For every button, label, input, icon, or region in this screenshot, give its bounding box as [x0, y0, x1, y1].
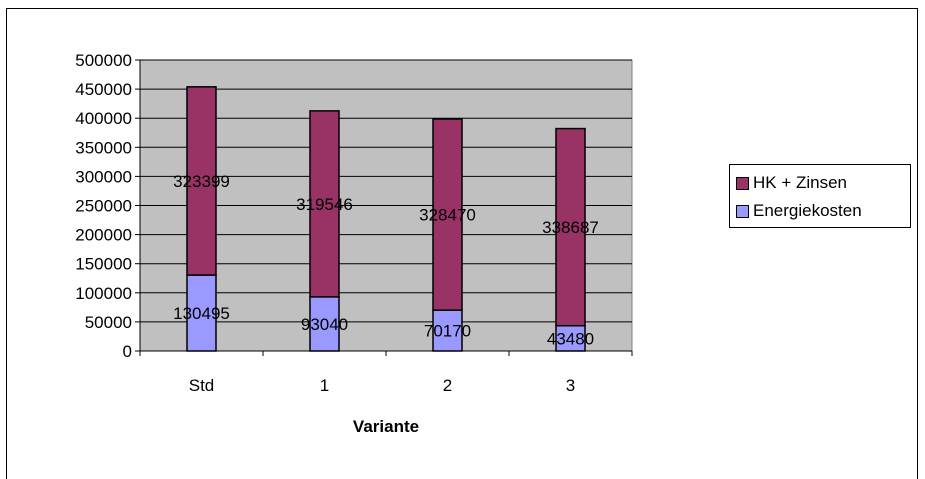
bar-segment-hk-zinsen [186, 86, 217, 276]
data-label: 43480 [547, 329, 594, 348]
y-tick-label: 250000 [75, 197, 132, 216]
data-label: 328470 [419, 206, 476, 225]
bars [186, 86, 586, 352]
bar-segment-hk-zinsen [432, 118, 463, 311]
data-label: 338687 [542, 218, 599, 237]
y-tick-label: 50000 [85, 313, 132, 332]
y-tick-label: 300000 [75, 167, 132, 186]
y-tick-label: 0 [123, 342, 132, 361]
bar-segment-energiekosten [309, 296, 340, 352]
y-tick-label: 400000 [75, 109, 132, 128]
data-label: 93040 [301, 315, 348, 334]
legend-item-hk-zinsen: HK + Zinsen [736, 173, 847, 193]
x-category-label: Std [189, 376, 215, 395]
bar-segment-energiekosten [432, 309, 463, 352]
legend-label-hk-zinsen: HK + Zinsen [753, 173, 848, 192]
y-tick-label: 500000 [75, 51, 132, 70]
data-labels: 130495 323399 93040 319546 70170 328470 43480 3… [173, 172, 599, 348]
x-category-label: 2 [443, 376, 452, 395]
legend-swatch-hk-zinsen [736, 176, 749, 190]
data-label: 70170 [424, 322, 471, 341]
bar-segment-hk-zinsen [309, 110, 340, 298]
data-label: 319546 [296, 195, 353, 214]
y-tick-label: 150000 [75, 255, 132, 274]
bar-segment-energiekosten [186, 274, 217, 352]
gridlines [140, 59, 632, 323]
x-category-label: 1 [320, 376, 329, 395]
legend-swatch-energiekosten [736, 204, 749, 218]
legend-label-energiekosten: Energiekosten [753, 201, 862, 220]
bar-segment-energiekosten [555, 324, 586, 352]
x-category-label: 3 [566, 376, 575, 395]
axes: 0500001000001500002000002500003000003500… [75, 51, 633, 395]
data-label: 130495 [173, 304, 230, 323]
x-axis-title: Variante [353, 417, 419, 436]
data-label: 323399 [173, 172, 230, 191]
legend-item-energiekosten: Energiekosten [736, 201, 862, 221]
y-tick-label: 450000 [75, 80, 132, 99]
legend: HK + Zinsen Energiekosten [729, 164, 911, 228]
y-tick-label: 350000 [75, 138, 132, 157]
y-tick-label: 100000 [75, 284, 132, 303]
bar-segment-hk-zinsen [555, 127, 586, 327]
y-tick-label: 200000 [75, 226, 132, 245]
